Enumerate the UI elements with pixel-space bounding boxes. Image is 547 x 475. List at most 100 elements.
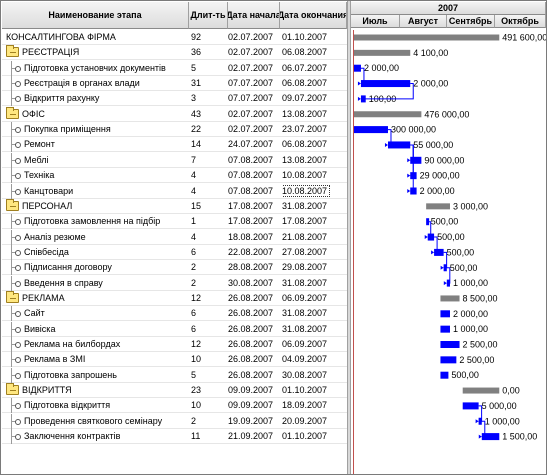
task-end-cell[interactable]: 30.08.2007 bbox=[282, 368, 346, 383]
task-end-cell[interactable]: 04.09.2007 bbox=[282, 352, 346, 367]
task-name-cell[interactable]: Ремонт bbox=[2, 137, 175, 153]
table-row[interactable]: Відкриття рахунку 3 07.07.2007 09.07.2007 bbox=[2, 91, 347, 107]
task-name-cell[interactable]: Техніка bbox=[2, 168, 175, 184]
task-name-cell[interactable]: Підготовка замовлення на підбір bbox=[2, 214, 175, 230]
task-duration-cell[interactable]: 12 bbox=[191, 337, 215, 352]
task-start-cell[interactable]: 02.07.2007 bbox=[228, 61, 278, 76]
task-end-cell[interactable]: 21.08.2007 bbox=[282, 230, 346, 245]
table-row[interactable]: Підготовка установчих документів 5 02.07.2… bbox=[2, 60, 347, 76]
folder-icon[interactable] bbox=[6, 290, 19, 303]
table-row[interactable]: Введення в справу 2 30.08.2007 31.08.2007 bbox=[2, 275, 347, 291]
task-end-cell[interactable]: 29.08.2007 bbox=[282, 260, 346, 275]
task-duration-cell[interactable]: 6 bbox=[191, 322, 215, 337]
task-end-cell[interactable]: 10.08.2007 bbox=[282, 184, 346, 199]
task-end-cell[interactable]: 17.08.2007 bbox=[282, 214, 346, 229]
table-row[interactable]: Співбесіда 6 22.08.2007 27.08.2007 bbox=[2, 244, 347, 260]
table-row[interactable]: Проведення святкового семінару 2 19.09.200… bbox=[2, 413, 347, 429]
task-duration-cell[interactable]: 43 bbox=[191, 107, 215, 122]
task-duration-cell[interactable]: 12 bbox=[191, 291, 215, 306]
task-name-cell[interactable]: ОФІС bbox=[2, 106, 175, 122]
task-start-cell[interactable]: 21.09.2007 bbox=[228, 429, 278, 444]
task-start-cell[interactable]: 17.08.2007 bbox=[228, 199, 278, 214]
task-end-cell[interactable]: 31.08.2007 bbox=[282, 306, 346, 321]
task-duration-cell[interactable]: 1 bbox=[191, 214, 215, 229]
task-name-cell[interactable]: Канцтовари bbox=[2, 183, 175, 199]
task-name-cell[interactable]: КОНСАЛТИНГОВА ФІРМА bbox=[2, 30, 175, 45]
task-end-cell[interactable]: 10.08.2007 bbox=[282, 168, 346, 183]
task-name-cell[interactable]: Вивіска bbox=[2, 321, 175, 337]
table-row[interactable]: Реєстрація в органах влади 31 07.07.2007 06… bbox=[2, 76, 347, 92]
task-duration-cell[interactable]: 10 bbox=[191, 352, 215, 367]
table-row[interactable]: Меблі 7 07.08.2007 13.08.2007 bbox=[2, 152, 347, 168]
task-duration-cell[interactable]: 5 bbox=[191, 61, 215, 76]
task-duration-cell[interactable]: 92 bbox=[191, 30, 215, 45]
task-name-cell[interactable]: Підготовка відкриття bbox=[2, 398, 175, 414]
task-start-cell[interactable]: 09.09.2007 bbox=[228, 383, 278, 398]
col-header-end[interactable]: Дата окончания bbox=[280, 2, 347, 29]
task-name-cell[interactable]: ПЕРСОНАЛ bbox=[2, 198, 175, 214]
task-start-cell[interactable]: 09.09.2007 bbox=[228, 398, 278, 413]
task-start-cell[interactable]: 02.07.2007 bbox=[228, 122, 278, 137]
task-name-cell[interactable]: Реклама в ЗМІ bbox=[2, 352, 175, 368]
task-start-cell[interactable]: 02.07.2007 bbox=[228, 30, 278, 45]
task-name-cell[interactable]: Покупка приміщення bbox=[2, 122, 175, 138]
task-duration-cell[interactable]: 22 bbox=[191, 122, 215, 137]
table-row[interactable]: Реклама в ЗМІ 10 26.08.2007 04.09.2007 bbox=[2, 352, 347, 368]
task-end-cell[interactable]: 31.08.2007 bbox=[282, 322, 346, 337]
table-row[interactable]: Підписання договору 2 28.08.2007 29.08.2007 bbox=[2, 260, 347, 276]
task-end-cell[interactable]: 01.10.2007 bbox=[282, 383, 346, 398]
task-duration-cell[interactable]: 23 bbox=[191, 383, 215, 398]
table-row[interactable]: Підготовка запрошень 5 26.08.2007 30.08.200… bbox=[2, 367, 347, 383]
task-end-cell[interactable]: 06.08.2007 bbox=[282, 45, 346, 60]
task-name-cell[interactable]: Проведення святкового семінару bbox=[2, 413, 175, 429]
task-start-cell[interactable]: 07.07.2007 bbox=[228, 76, 278, 91]
task-end-cell[interactable]: 13.08.2007 bbox=[282, 107, 346, 122]
task-duration-cell[interactable]: 2 bbox=[191, 276, 215, 291]
task-start-cell[interactable]: 07.08.2007 bbox=[228, 168, 278, 183]
task-end-cell[interactable]: 31.08.2007 bbox=[282, 199, 346, 214]
table-row[interactable]: Підготовка відкриття 10 09.09.2007 18.09.20… bbox=[2, 398, 347, 414]
folder-icon[interactable] bbox=[6, 198, 19, 211]
task-name-cell[interactable]: ВІДКРИТТЯ bbox=[2, 383, 175, 398]
task-name-cell[interactable]: Заключення контрактів bbox=[2, 429, 175, 445]
task-start-cell[interactable]: 07.08.2007 bbox=[228, 184, 278, 199]
task-name-cell[interactable]: Підписання договору bbox=[2, 260, 175, 276]
task-name-cell[interactable]: Реклама на билбордах bbox=[2, 337, 175, 352]
task-name-cell[interactable]: Меблі bbox=[2, 152, 175, 168]
task-start-cell[interactable]: 17.08.2007 bbox=[228, 214, 278, 229]
task-duration-cell[interactable]: 4 bbox=[191, 184, 215, 199]
task-start-cell[interactable]: 02.07.2007 bbox=[228, 45, 278, 60]
table-row[interactable]: Аналіз резюме 4 18.08.2007 21.08.2007 bbox=[2, 229, 347, 245]
table-row[interactable]: Підготовка замовлення на підбір 1 17.08.20… bbox=[2, 214, 347, 230]
task-name-cell[interactable]: Сайт bbox=[2, 306, 175, 322]
task-start-cell[interactable]: 19.09.2007 bbox=[228, 414, 278, 429]
task-duration-cell[interactable]: 4 bbox=[191, 230, 215, 245]
table-row[interactable]: РЕЄСТРАЦІЯ 36 02.07.2007 06.08.2007 bbox=[2, 45, 347, 61]
task-end-cell[interactable]: 27.08.2007 bbox=[282, 245, 346, 260]
task-duration-cell[interactable]: 3 bbox=[191, 91, 215, 106]
table-row[interactable]: РЕКЛАМА 12 26.08.2007 06.09.2007 bbox=[2, 290, 347, 306]
task-end-cell[interactable]: 06.09.2007 bbox=[282, 337, 346, 352]
task-end-cell[interactable]: 20.09.2007 bbox=[282, 414, 346, 429]
task-end-cell[interactable]: 13.08.2007 bbox=[282, 153, 346, 168]
task-name-cell[interactable]: Введення в справу bbox=[2, 275, 175, 291]
task-start-cell[interactable]: 30.08.2007 bbox=[228, 276, 278, 291]
task-end-cell[interactable]: 23.07.2007 bbox=[282, 122, 346, 137]
task-duration-cell[interactable]: 11 bbox=[191, 429, 215, 444]
table-row[interactable]: ВІДКРИТТЯ 23 09.09.2007 01.10.2007 bbox=[2, 383, 347, 399]
task-end-cell[interactable]: 06.07.2007 bbox=[282, 61, 346, 76]
task-start-cell[interactable]: 26.08.2007 bbox=[228, 337, 278, 352]
col-header-name[interactable]: Наименование этапа bbox=[2, 2, 189, 29]
table-row[interactable]: ПЕРСОНАЛ 15 17.08.2007 31.08.2007 bbox=[2, 198, 347, 214]
table-row[interactable]: ОФІС 43 02.07.2007 13.08.2007 bbox=[2, 106, 347, 122]
task-end-cell[interactable]: 31.08.2007 bbox=[282, 276, 346, 291]
table-row[interactable]: Вивіска 6 26.08.2007 31.08.2007 bbox=[2, 321, 347, 337]
task-end-cell[interactable]: 18.09.2007 bbox=[282, 398, 346, 413]
task-end-cell[interactable]: 06.08.2007 bbox=[282, 76, 346, 91]
table-row[interactable]: КОНСАЛТИНГОВА ФІРМА 92 02.07.2007 01.10.200… bbox=[2, 30, 347, 45]
task-end-cell[interactable]: 01.10.2007 bbox=[282, 30, 346, 45]
table-row[interactable]: Техніка 4 07.08.2007 10.08.2007 bbox=[2, 168, 347, 184]
task-duration-cell[interactable]: 5 bbox=[191, 368, 215, 383]
folder-icon[interactable] bbox=[6, 383, 19, 396]
task-end-cell[interactable]: 01.10.2007 bbox=[282, 429, 346, 444]
